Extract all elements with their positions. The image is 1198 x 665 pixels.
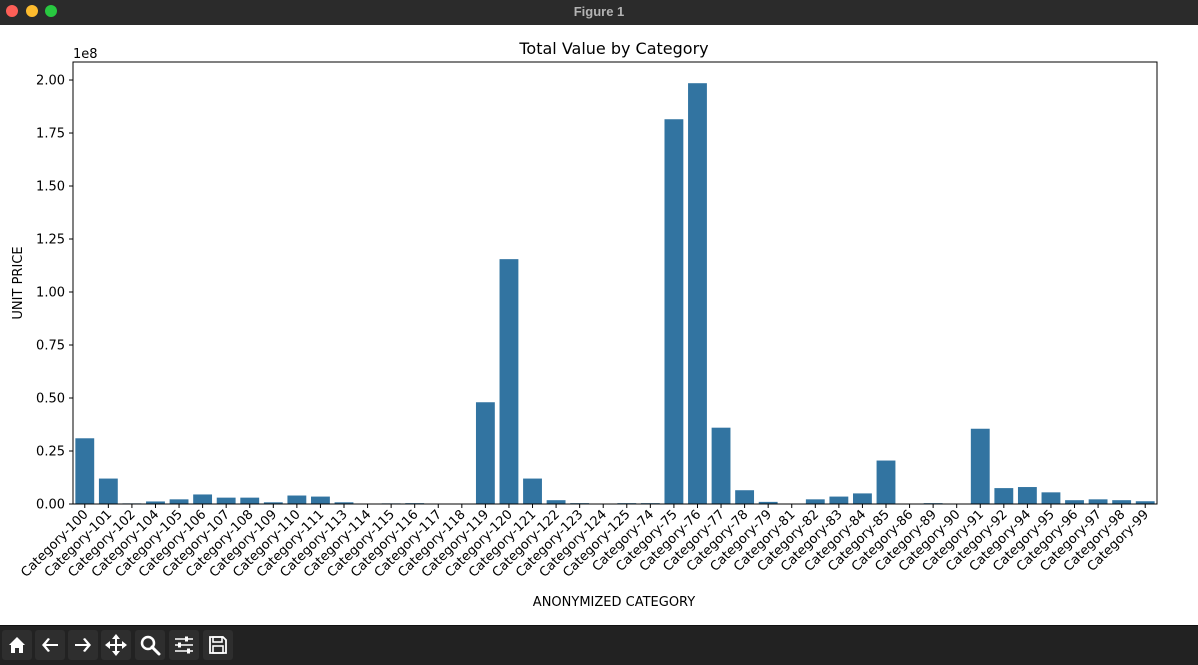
bar — [829, 497, 848, 504]
bar — [99, 479, 118, 504]
save-icon — [207, 634, 229, 656]
bar — [877, 461, 896, 504]
forward-button[interactable] — [68, 630, 98, 660]
y-axis-label: UNIT PRICE — [11, 246, 26, 319]
bar — [523, 479, 542, 504]
bar — [1018, 487, 1037, 504]
bar — [853, 493, 872, 504]
y-tick-label: 0.25 — [36, 445, 65, 460]
bar — [217, 498, 236, 504]
chart-title: Total Value by Category — [518, 39, 708, 58]
y-tick-label: 1.50 — [36, 180, 65, 195]
bar — [806, 499, 825, 504]
configure-subplots-icon — [172, 633, 196, 657]
home-button[interactable] — [2, 630, 32, 660]
bar — [1042, 492, 1061, 504]
bar — [170, 499, 189, 504]
bar — [75, 438, 94, 504]
bar — [193, 494, 212, 504]
y-tick-label: 1.25 — [36, 233, 65, 248]
pan-button[interactable] — [101, 630, 131, 660]
home-icon — [6, 634, 28, 656]
figure-canvas: Total Value by Category 1e8 0.00 0.25 0.50… — [0, 25, 1198, 625]
x-axis: Category-100Category-101Category-102Cate… — [18, 504, 1152, 581]
bar — [500, 259, 519, 504]
figure-toolbar — [0, 625, 1198, 665]
y-tick-label: 1.75 — [36, 127, 65, 142]
x-axis-label: ANONYMIZED CATEGORY — [533, 595, 695, 610]
y-tick-label: 1.00 — [36, 286, 65, 301]
y-tick-label: 0.00 — [36, 498, 65, 513]
bar — [971, 429, 990, 504]
back-arrow-icon — [39, 634, 61, 656]
bar — [712, 428, 731, 504]
bar — [735, 490, 754, 504]
bar — [547, 500, 566, 504]
y-axis: 0.00 0.25 0.50 0.75 1.00 1.25 1.50 1.75 2.00 — [36, 74, 73, 513]
plot-area-frame — [73, 62, 1157, 504]
bar — [688, 83, 707, 504]
bar-chart: Total Value by Category 1e8 0.00 0.25 0.50… — [0, 25, 1198, 625]
window-titlebar: Figure 1 — [0, 0, 1198, 26]
zoom-icon — [139, 634, 161, 656]
bar — [476, 402, 495, 504]
zoom-button[interactable] — [135, 630, 165, 660]
bar — [1112, 500, 1131, 504]
bar — [240, 498, 259, 504]
bar — [664, 119, 683, 504]
back-button[interactable] — [35, 630, 65, 660]
y-tick-label: 0.50 — [36, 392, 65, 407]
y-tick-label: 2.00 — [36, 74, 65, 89]
forward-arrow-icon — [72, 634, 94, 656]
bar — [287, 496, 306, 504]
y-axis-offset-label: 1e8 — [73, 47, 98, 62]
configure-subplots-button[interactable] — [169, 630, 199, 660]
bar-group — [75, 83, 1154, 504]
bar — [1065, 500, 1084, 504]
save-button[interactable] — [203, 630, 233, 660]
pan-icon — [104, 633, 128, 657]
bar — [994, 488, 1013, 504]
window-title: Figure 1 — [0, 0, 1198, 23]
y-tick-label: 0.75 — [36, 339, 65, 354]
bar — [1089, 499, 1108, 504]
bar — [311, 497, 330, 504]
